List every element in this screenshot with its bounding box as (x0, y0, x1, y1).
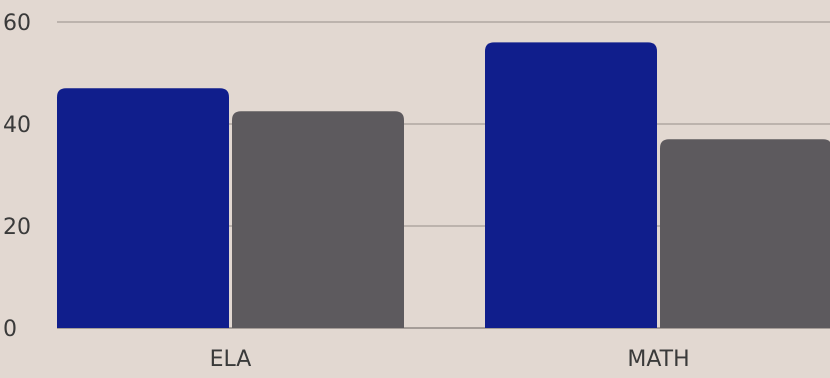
y-axis-ticks: 0 20 40 60 (3, 11, 31, 342)
bar-math-series-2 (660, 139, 830, 328)
y-tick-label: 40 (3, 113, 31, 138)
bar-ela-series-1 (57, 88, 229, 328)
bar-math-series-1 (485, 42, 657, 329)
y-tick-label: 60 (3, 11, 31, 36)
y-tick-label: 0 (3, 317, 17, 342)
bars (57, 42, 830, 329)
y-tick-label: 20 (3, 215, 31, 240)
x-axis-categories: ELA MATH (210, 347, 690, 372)
x-category-label: MATH (627, 347, 689, 372)
x-category-label: ELA (210, 347, 252, 372)
bar-ela-series-2 (232, 111, 404, 328)
